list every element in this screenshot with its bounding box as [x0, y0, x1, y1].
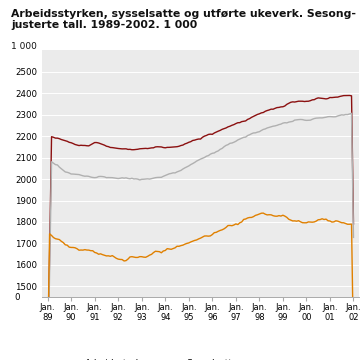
- Text: Arbeidsstyrken, sysselsatte og utførte ukeverk. Sesong-: Arbeidsstyrken, sysselsatte og utførte u…: [11, 9, 356, 19]
- Text: justerte tall. 1989-2002. 1 000: justerte tall. 1989-2002. 1 000: [11, 20, 197, 30]
- Text: 0: 0: [15, 293, 20, 302]
- Text: 1 000: 1 000: [11, 42, 37, 51]
- Legend: Arbeidsstyrken, Sysselsatte, Utførte ukeverk: Arbeidsstyrken, Sysselsatte, Utførte uke…: [54, 356, 347, 360]
